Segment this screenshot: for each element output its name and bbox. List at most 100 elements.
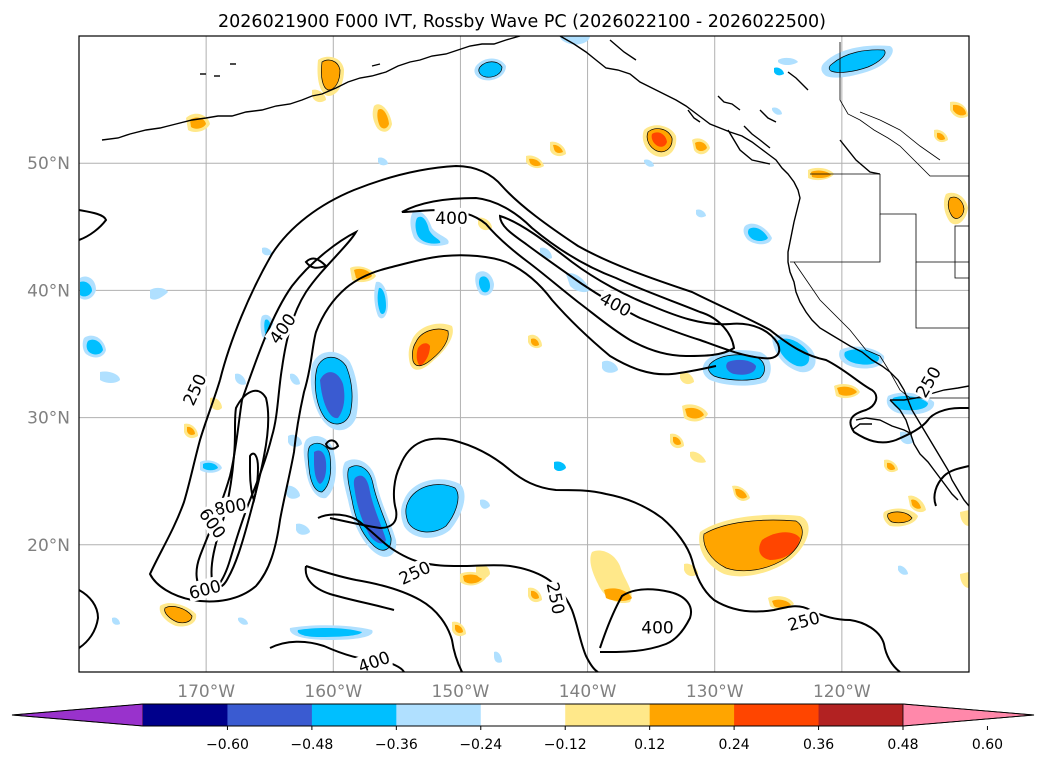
positive-anomaly-region (699, 514, 809, 577)
colorbar: −0.60 −0.48 −0.36 −0.24 −0.12 0.12 0.24 0.36 0.4… (11, 703, 1035, 753)
contour-label: 400 (640, 617, 675, 638)
lon-tick-label: 130°W (686, 682, 744, 702)
negative-anomaly-region (100, 36, 914, 663)
negative-anomaly-region (82, 335, 106, 358)
ivt-contour-400 (599, 588, 692, 653)
colorbar-swatch (396, 704, 482, 726)
ivt-contour-600 (210, 389, 270, 589)
ivt-contour-400 (269, 640, 405, 672)
colorbar-swatch (480, 704, 566, 726)
contour-label-halo (596, 287, 636, 321)
ivt-contour-400 (305, 565, 463, 672)
negative-anomaly-region (310, 351, 358, 431)
contour-label-halo (185, 575, 224, 603)
ivt-contours (79, 164, 969, 672)
positive-anomaly-region (408, 323, 453, 370)
negative-anomaly-region (410, 210, 449, 246)
negative-anomaly-region (374, 281, 388, 319)
contour-label-halo (178, 369, 211, 409)
negative-anomaly-region (474, 58, 506, 81)
colorbar-tick-label: −0.12 (544, 737, 587, 753)
colorbar-tick-label: −0.60 (206, 737, 249, 753)
ivt-contour-400 (195, 229, 359, 594)
colorbar-tick-label: −0.24 (459, 737, 502, 753)
contour-label-halo (784, 607, 823, 635)
negative-anomaly-region (821, 45, 893, 78)
ivt-contour-250 (304, 257, 328, 269)
positive-anomaly-region (590, 550, 632, 604)
negative-anomaly-region (839, 346, 885, 369)
lon-tick-label: 150°W (432, 682, 490, 702)
contour-label-halo (264, 308, 300, 348)
contour-label-halo (195, 503, 231, 543)
latitude-labels: 20°N 30°N 40°N 50°N (27, 154, 70, 556)
colorbar-tick-label: 0.24 (719, 737, 750, 753)
colorbar-outline (11, 703, 1035, 727)
political-borders (790, 42, 969, 399)
contour-label-text: 400 (435, 209, 467, 229)
negative-anomaly-region (772, 334, 816, 373)
contour-label-halo (354, 646, 394, 672)
lat-tick-label: 40°N (27, 281, 70, 301)
negative-anomaly-region (289, 625, 373, 640)
colorbar-tick-label: 0.60 (972, 737, 1003, 753)
ivt-contour-250 (399, 437, 901, 672)
ivt-contour-800 (249, 452, 260, 503)
negative-anomaly-region (702, 350, 771, 386)
ivt-contour-250 (933, 465, 969, 507)
negative-anomaly-region (743, 223, 772, 245)
colorbar-tick-label: −0.36 (375, 737, 418, 753)
colorbar-swatch (227, 704, 313, 726)
contour-label: 400 (434, 207, 469, 229)
contour-label-halo (911, 362, 945, 402)
colorbar-swatch (565, 704, 651, 726)
lat-tick-label: 30°N (27, 409, 70, 429)
contour-label-halo (434, 207, 469, 227)
lon-tick-label: 120°W (813, 682, 871, 702)
colorbar-swatch (818, 704, 904, 726)
contour-label-halo (395, 556, 434, 589)
ivt-contour-250 (329, 465, 401, 530)
contour-label-text: 400 (641, 618, 673, 638)
anomaly-outlines (164, 49, 965, 624)
contour-label-halo (543, 579, 570, 617)
lat-tick-label: 20°N (27, 536, 70, 556)
negative-anomaly-region (401, 479, 465, 538)
colorbar-tick-label: 0.36 (803, 737, 834, 753)
colorbar-swatch (734, 704, 820, 726)
negative-anomaly-region (342, 459, 397, 557)
map-frame (78, 35, 970, 673)
longitude-labels: 170°W 160°W 150°W 140°W 130°W 120°W (177, 682, 871, 702)
lat-tick-label: 50°N (27, 154, 70, 174)
negative-anomaly-region (80, 276, 96, 300)
ivt-contour-250 (317, 513, 599, 672)
colorbar-swatch (311, 704, 397, 726)
negative-anomaly-region (303, 436, 336, 499)
negative-anomaly-region (475, 271, 494, 296)
figure-title: 2026021900 F000 IVT, Rossby Wave PC (202… (218, 12, 826, 32)
anomaly-shading (80, 36, 969, 663)
ivt-contour-400 (498, 214, 781, 360)
contour-label-halo (640, 617, 675, 637)
ivt-contour-250 (79, 589, 100, 649)
contour-label: 250 (911, 362, 946, 402)
lon-tick-label: 170°W (177, 682, 235, 702)
colorbar-extend-low (11, 703, 144, 727)
lon-tick-label: 140°W (559, 682, 617, 702)
coastlines (101, 36, 969, 507)
colorbar-tick-label: 0.48 (887, 737, 918, 753)
ivt-contour-250 (79, 209, 108, 241)
colorbar-tick-label: −0.48 (290, 737, 333, 753)
colorbar-swatch (649, 704, 735, 726)
ivt-contour-400 (304, 565, 395, 611)
positive-anomaly-region (184, 89, 969, 637)
colorbar-swatch (143, 704, 228, 726)
positive-anomaly-region (943, 192, 968, 225)
lon-tick-label: 160°W (304, 682, 362, 702)
colorbar-extend-high (902, 703, 1035, 727)
ivt-contour-250 (148, 254, 717, 603)
colorbar-tick-label: 0.12 (634, 737, 665, 753)
